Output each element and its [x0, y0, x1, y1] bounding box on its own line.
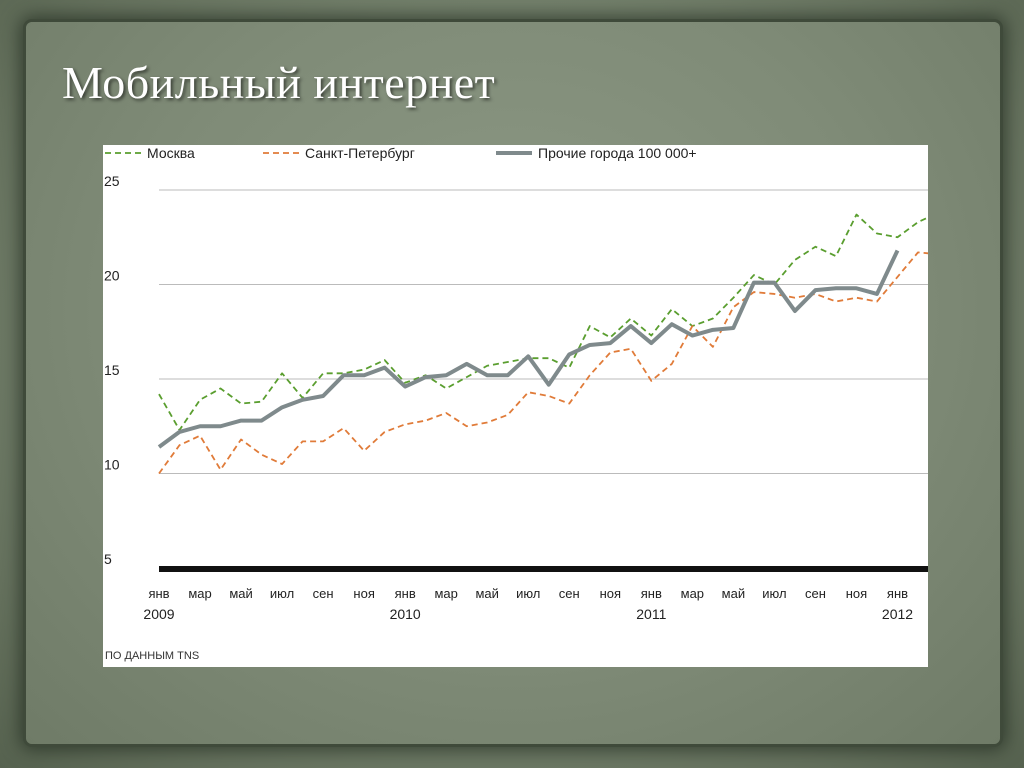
- x-year-label: 2010: [390, 606, 421, 622]
- x-tick-label: май: [722, 586, 745, 601]
- x-tick-label: май: [475, 586, 498, 601]
- y-tick-label: 10: [104, 457, 120, 473]
- x-tick-label: янв: [887, 586, 908, 601]
- x-tick-label: май: [229, 586, 252, 601]
- x-tick-label: янв: [395, 586, 416, 601]
- x-tick-label: мар: [188, 586, 211, 601]
- x-tick-label: ноя: [353, 586, 374, 601]
- x-tick-label: сен: [559, 586, 580, 601]
- x-tick-label: июл: [762, 586, 786, 601]
- x-tick-label: янв: [641, 586, 662, 601]
- legend-label-2: Прочие города 100 000+: [538, 145, 697, 161]
- line-chart: 25 20 15 10 5 янв мар май июл сен ноя янв мар май июл с…: [104, 145, 928, 622]
- x-tick-label: сен: [805, 586, 826, 601]
- x-tick-label: июл: [516, 586, 540, 601]
- x-tick-label: сен: [313, 586, 334, 601]
- x-tick-label: ноя: [846, 586, 867, 601]
- series-line-0: [158, 213, 928, 431]
- x-tick-label: июл: [270, 586, 294, 601]
- x-tick-label: ноя: [600, 586, 621, 601]
- slide-title: Мобильный интернет: [62, 57, 496, 108]
- y-tick-label: 15: [104, 362, 120, 378]
- x-year-label: 2011: [636, 606, 666, 622]
- series-line-1: [158, 251, 928, 475]
- legend-label-1: Санкт-Петербург: [305, 145, 415, 161]
- x-year-label: 2012: [882, 606, 913, 622]
- y-tick-label: 5: [104, 551, 112, 567]
- legend-label-0: Москва: [147, 145, 195, 161]
- x-year-label: 2009: [143, 606, 174, 622]
- x-tick-label: янв: [148, 586, 169, 601]
- x-tick-label: мар: [434, 586, 457, 601]
- series-line-2: [157, 249, 900, 449]
- y-tick-label: 20: [104, 268, 120, 284]
- chart-panel: 25 20 15 10 5 янв мар май июл сен ноя янв мар май июл с…: [103, 145, 928, 667]
- x-tick-label: мар: [681, 586, 704, 601]
- y-tick-label: 25: [104, 173, 120, 189]
- source-note: ПО ДАННЫМ TNS: [105, 650, 200, 662]
